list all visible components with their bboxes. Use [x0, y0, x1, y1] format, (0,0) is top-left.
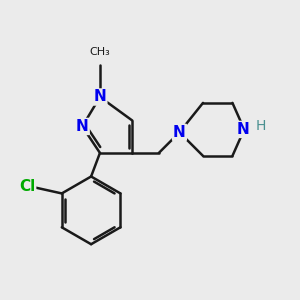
Text: CH₃: CH₃: [90, 47, 110, 57]
Text: N: N: [76, 119, 89, 134]
Text: H: H: [255, 119, 266, 134]
Text: N: N: [94, 89, 106, 104]
Text: N: N: [236, 122, 249, 137]
Text: Cl: Cl: [19, 178, 35, 194]
Text: N: N: [173, 125, 186, 140]
